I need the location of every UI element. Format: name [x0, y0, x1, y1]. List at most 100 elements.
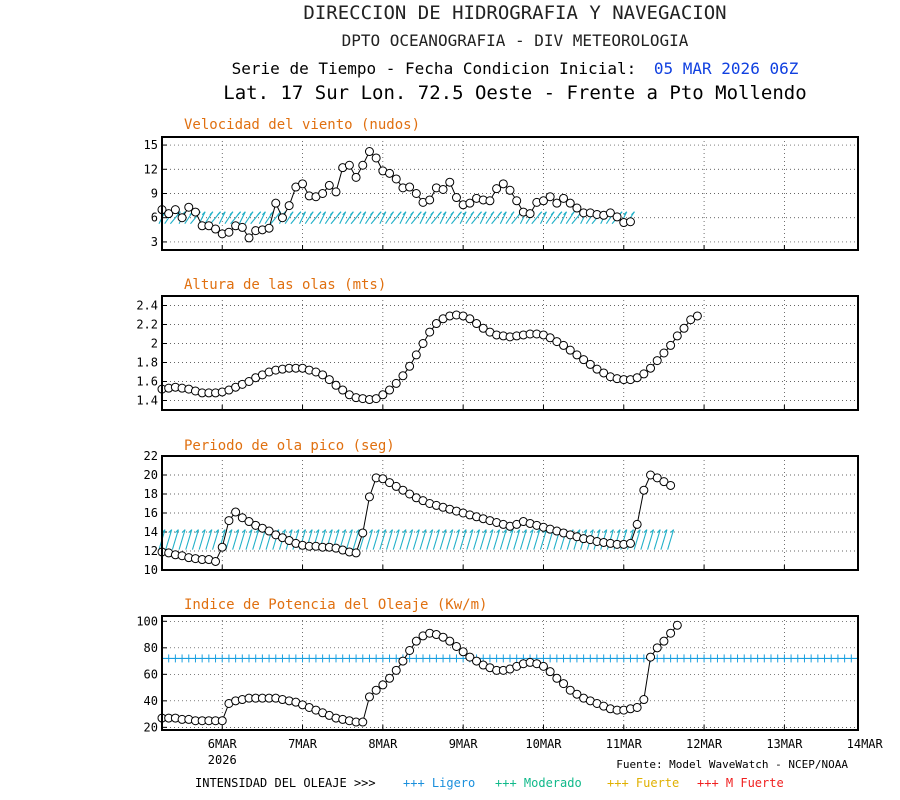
direction-arrow-head [623, 529, 628, 533]
direction-arrow-head [255, 529, 260, 533]
data-point [217, 716, 227, 726]
direction-arrow [459, 529, 467, 550]
data-point [438, 184, 448, 194]
panel-1: Velocidad del viento (nudos) 3 6 9 12 15 [144, 117, 859, 251]
direction-arrow-head [650, 529, 654, 533]
direction-arrow-head [217, 211, 221, 216]
panel-frame [161, 136, 859, 251]
data-point [445, 177, 455, 187]
direction-arrow [466, 529, 474, 550]
data-point [371, 394, 381, 404]
direction-arrow [171, 529, 179, 550]
direction-arrow-head [309, 211, 314, 216]
direction-arrow [446, 529, 454, 550]
y-tick-label: 60 [144, 667, 158, 681]
direction-arrow-head [456, 529, 460, 533]
panel-title: Indice de Potencia del Oleaje (Kw/m) [184, 597, 487, 613]
direction-arrow [212, 529, 220, 550]
direction-arrow-head [402, 211, 407, 216]
direction-arrow-head [476, 529, 480, 533]
data-point [552, 673, 562, 683]
direction-arrow-head [235, 529, 240, 533]
data-point [318, 189, 328, 198]
data-point [271, 198, 281, 208]
data-point [666, 340, 676, 350]
data-point [398, 371, 408, 381]
data-point [458, 647, 468, 657]
data-point [264, 223, 274, 233]
y-tick-label: 12 [144, 544, 158, 558]
y-tick-label: 100 [136, 614, 158, 628]
direction-arrow-head [302, 211, 306, 216]
footer-source: Fuente: Model WaveWatch - NCEP/NOAA [616, 758, 848, 771]
direction-arrow-head [297, 211, 302, 216]
data-point [498, 179, 508, 189]
direction-arrow [419, 529, 427, 550]
data-point [686, 315, 696, 325]
data-point [324, 375, 334, 385]
direction-arrow [506, 529, 514, 550]
direction-arrow-head [201, 529, 206, 533]
direction-arrow-head [377, 211, 382, 216]
data-point [652, 473, 662, 483]
data-point [639, 369, 649, 379]
direction-arrow-head [478, 211, 482, 216]
data-point [652, 356, 662, 366]
data-point [639, 485, 649, 495]
direction-arrow-head [375, 529, 380, 533]
direction-arrow [486, 529, 494, 550]
data-point [170, 205, 180, 215]
direction-arrow-head [442, 211, 447, 216]
data-point [358, 528, 368, 538]
data-point [391, 665, 401, 675]
data-point [652, 643, 662, 653]
direction-arrow-head [241, 529, 246, 533]
y-tick-label: 2.4 [136, 299, 158, 313]
data-point [164, 209, 174, 219]
y-tick-label: 1.4 [136, 394, 158, 408]
x-axis: 6MAR 2026 7MAR 8MAR 9MAR 10MAR 11MAR 12MAR 13MAR… [208, 737, 884, 767]
data-point [277, 213, 287, 223]
data-point [585, 359, 595, 369]
data-point [244, 517, 254, 527]
direction-arrow-head [241, 211, 246, 216]
data-point [284, 201, 294, 211]
direction-arrow-head [596, 529, 601, 533]
data-point [318, 370, 328, 380]
data-point [231, 507, 241, 517]
y-tick-label: 16 [144, 506, 158, 520]
y-tick-label: 3 [151, 235, 158, 249]
data-point [592, 364, 602, 374]
y-tick-label: 15 [144, 138, 158, 152]
header-init-date: 05 MAR 2026 06Z [654, 59, 799, 78]
direction-arrow-head [603, 529, 608, 533]
direction-arrow [647, 529, 655, 550]
data-point [572, 350, 582, 360]
direction-arrow [633, 529, 641, 550]
x-tick-label: 14MAR [847, 737, 884, 751]
x-tick-year-label: 2026 [208, 753, 237, 767]
data-point [465, 198, 475, 208]
direction-arrow-head [558, 211, 563, 216]
data-point [237, 513, 247, 523]
direction-arrow [191, 529, 199, 550]
direction-arrow [252, 529, 260, 550]
direction-arrow-head [616, 529, 621, 533]
direction-arrow-head [609, 529, 614, 533]
data-point [405, 489, 415, 499]
direction-arrow [258, 211, 266, 224]
y-tick-label: 20 [144, 468, 158, 482]
direction-arrow-head [349, 211, 354, 216]
data-point [190, 207, 200, 217]
data-point [364, 692, 374, 702]
data-point [411, 636, 421, 646]
data-point [639, 695, 649, 705]
panel-3: Periodo de ola pico (seg) 10 12 14 16 18 20 22 [144, 438, 859, 577]
direction-arrow-head [348, 529, 353, 533]
data-point [579, 355, 589, 365]
direction-arrow-head [663, 529, 668, 533]
data-point [398, 656, 408, 666]
direction-arrow-head [410, 211, 415, 216]
direction-arrow-head [382, 529, 387, 533]
data-point [692, 311, 702, 321]
